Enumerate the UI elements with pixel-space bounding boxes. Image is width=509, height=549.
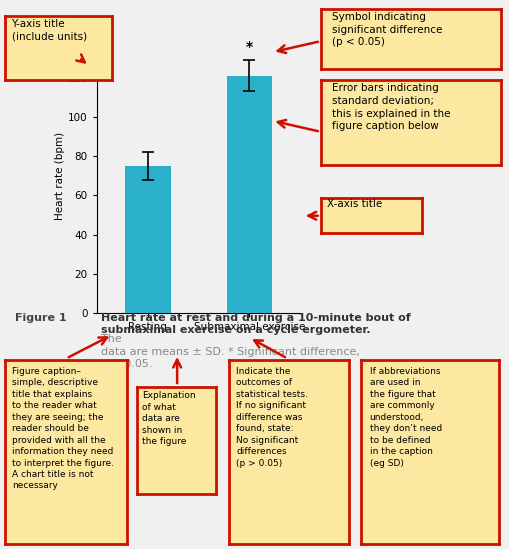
Text: Indicate the
outcomes of
statistical tests.
If no significant
difference was
fou: Indicate the outcomes of statistical tes…	[236, 367, 308, 468]
Text: Y-axis title
(include units): Y-axis title (include units)	[12, 19, 87, 42]
Bar	[125, 166, 171, 313]
Text: Figure 1: Figure 1	[15, 313, 67, 323]
Text: *: *	[246, 40, 253, 54]
Y-axis label: Heart rate (bpm): Heart rate (bpm)	[55, 132, 65, 220]
Text: Heart rate at rest and during a 10-minute bout of
submaximal exercise on a cycle: Heart rate at rest and during a 10-minut…	[101, 313, 410, 335]
Text: If abbreviations
are used in
the figure that
are commonly
understood,
they don’t: If abbreviations are used in the figure …	[370, 367, 442, 468]
Text: X-axis title: X-axis title	[327, 199, 382, 209]
Text: Error bars indicating
standard deviation;
this is explained in the
figure captio: Error bars indicating standard deviation…	[331, 83, 450, 131]
Text: Symbol indicating
significant difference
(p < 0.05): Symbol indicating significant difference…	[331, 12, 442, 47]
Text: Explanation
of what
data are
shown in
the figure: Explanation of what data are shown in th…	[142, 391, 196, 446]
Bar	[227, 76, 272, 313]
Text: Figure caption–
simple, descriptive
title that explains
to the reader what
they : Figure caption– simple, descriptive titl…	[12, 367, 115, 490]
Text: The
data are means ± SD. * Significant difference,
p < 0.05.: The data are means ± SD. * Significant d…	[101, 334, 359, 369]
